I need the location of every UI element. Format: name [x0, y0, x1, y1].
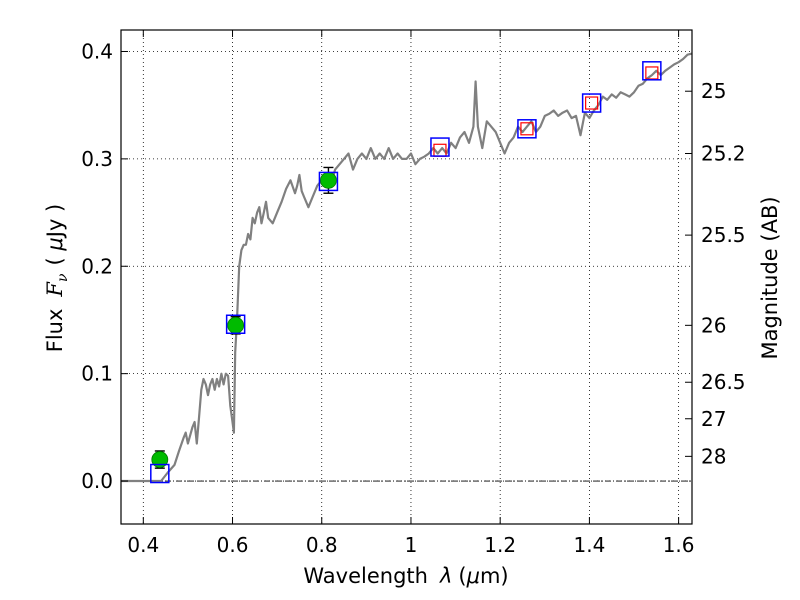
- x-axis-label: Wavelength λ (μm): [303, 564, 508, 588]
- y-axis-label: FluxFν( μJy ): [43, 204, 71, 353]
- x-tick-label: 0.4: [127, 533, 159, 557]
- observed-point: [227, 316, 245, 334]
- predicted-box: [585, 96, 599, 110]
- y2-tick-label: 25.5: [701, 223, 746, 247]
- predicted-box: [645, 66, 659, 80]
- y2-tick-label: 26: [701, 313, 726, 337]
- marker-layer: [150, 61, 662, 484]
- tick-layer: 0.4 0.6 0.8 1 1.2 1.4 1.6 0.0 0.1 0.2 0.3 0.4 25 25.2…: [81, 30, 746, 557]
- y-tick-label: 0.3: [81, 147, 113, 171]
- observed-point: [151, 451, 169, 468]
- model-box: [318, 171, 339, 192]
- y-tick-label: 0.0: [81, 469, 113, 493]
- y2-tick-label: 25.2: [701, 142, 746, 166]
- y-tick-label: 0.1: [81, 362, 113, 386]
- y-tick-label: 0.4: [81, 39, 113, 63]
- x-tick-label: 1: [405, 533, 418, 557]
- observed-point: [320, 171, 337, 189]
- y2-axis-label: Magnitude (AB): [758, 196, 782, 359]
- y2-tick-label: 27: [701, 407, 726, 431]
- x-tick-label: 0.8: [306, 533, 338, 557]
- model-box: [581, 93, 602, 113]
- x-tick-label: 1.4: [573, 533, 605, 557]
- model-box: [642, 61, 662, 81]
- y2-tick-label: 26.5: [701, 370, 746, 394]
- y2-tick-label: 25: [701, 79, 726, 103]
- x-tick-label: 1.6: [663, 533, 695, 557]
- model-box: [225, 314, 246, 335]
- model-box: [517, 119, 537, 139]
- plot-frame: [120, 29, 693, 525]
- grid-layer: [121, 30, 692, 524]
- model-box: [430, 137, 450, 157]
- x-tick-label: 0.6: [217, 533, 249, 557]
- predicted-box: [520, 122, 534, 136]
- model-box: [150, 463, 170, 484]
- x-tick-label: 1.2: [484, 533, 516, 557]
- spectrum-line: [121, 52, 693, 483]
- y2-tick-label: 28: [701, 444, 726, 468]
- spectrum-layer: [121, 52, 693, 483]
- y-tick-label: 0.2: [81, 254, 113, 278]
